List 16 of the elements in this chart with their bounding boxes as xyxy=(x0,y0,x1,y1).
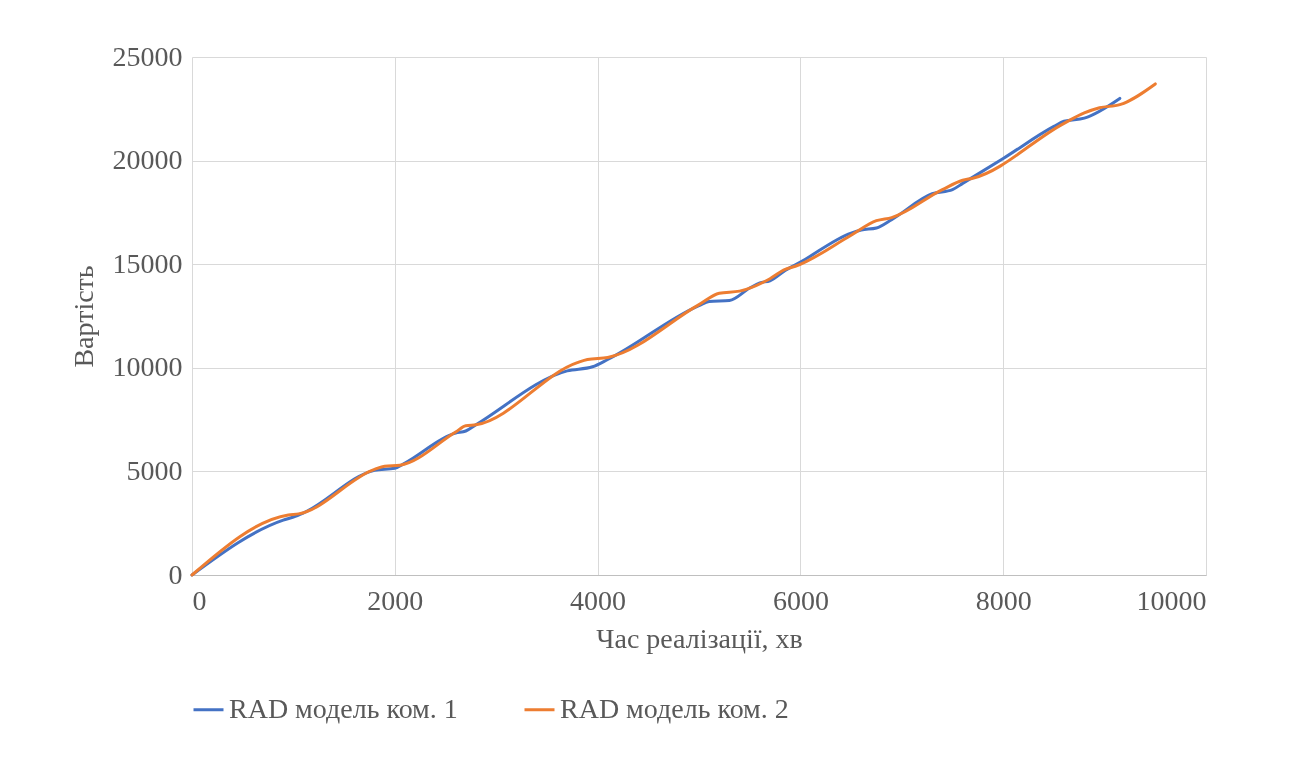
y-tick-label: 25000 xyxy=(112,40,183,72)
x-tick-label: 4000 xyxy=(570,584,627,616)
y-axis-title: Вартість xyxy=(67,265,99,368)
x-tick-label: 8000 xyxy=(975,584,1032,616)
y-tick-label: 5000 xyxy=(126,454,183,486)
legend-label: RAD модель ком. 2 xyxy=(560,692,789,724)
x-tick-label: 2000 xyxy=(367,584,424,616)
y-tick-label: 20000 xyxy=(112,144,183,176)
legend-label: RAD модель ком. 1 xyxy=(229,692,458,724)
y-tick-label: 15000 xyxy=(112,247,183,279)
x-tick-label: 10000 xyxy=(1136,584,1207,616)
x-axis-title: Час реалізації, хв xyxy=(596,622,803,654)
y-tick-label: 0 xyxy=(168,558,183,590)
x-tick-label: 0 xyxy=(192,584,207,616)
x-tick-label: 6000 xyxy=(772,584,829,616)
y-tick-label: 10000 xyxy=(112,351,183,383)
